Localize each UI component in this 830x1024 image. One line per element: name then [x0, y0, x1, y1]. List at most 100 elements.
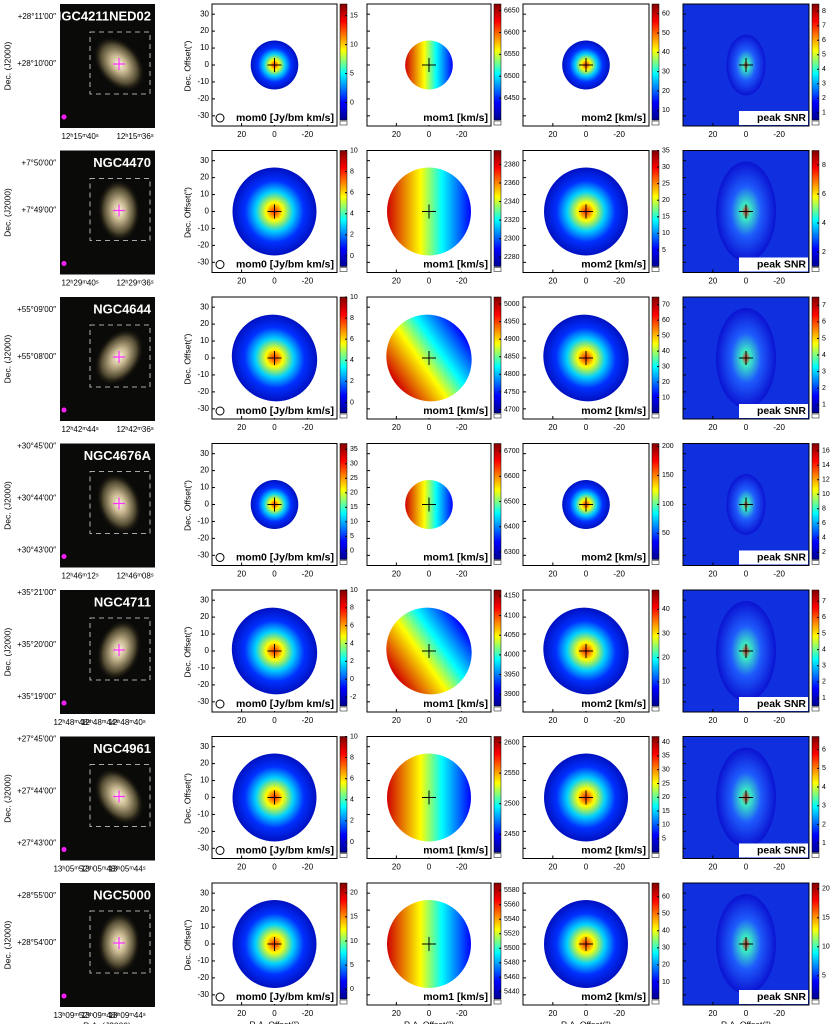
label-bg [739, 843, 808, 858]
colorbar-tick-label: 2380 [504, 161, 520, 168]
beam [215, 113, 225, 123]
colorbar-tick-label: 10 [662, 979, 670, 986]
x-tick-label: -20 [613, 570, 625, 579]
field-box [89, 910, 151, 974]
colorbar-tick-label: 70 [662, 302, 670, 309]
x-tick-label: 0 [272, 1009, 277, 1018]
center-cross [739, 351, 753, 365]
x-tick-label: -20 [613, 716, 625, 725]
dec-tick-label: +30°45′00″ [17, 442, 56, 451]
x-tick-label: -20 [456, 277, 468, 286]
colorbar-tick-label: 2 [822, 95, 826, 102]
panel-label: mom2 [km/s] [581, 405, 646, 417]
x-tick-label: -20 [456, 716, 468, 725]
label-bg [267, 990, 336, 1004]
x-tick-label: 0 [744, 570, 749, 579]
colorbar-blank [651, 120, 660, 126]
colorbar-blank [339, 706, 348, 712]
colorbar-tick-label: 40 [662, 606, 670, 613]
galaxy-name: NGC4676A [84, 448, 152, 463]
colorbar-tick-label: 5 [822, 973, 826, 980]
colorbar-tick-label: 3 [822, 663, 826, 670]
colorbar-blank [339, 853, 348, 858]
x-tick-label: -20 [456, 863, 468, 872]
center-cross [422, 937, 436, 951]
colorbar-tick-label: 20 [662, 379, 670, 386]
center-cross [267, 351, 282, 365]
x-tick-label: -20 [613, 423, 625, 432]
panel-label: mom0 [Jy/bm km/s] [236, 112, 334, 124]
x-tick-label: -20 [302, 863, 314, 872]
colorbar-tick-label: 6300 [504, 549, 520, 556]
x-tick-label: -20 [456, 1009, 468, 1018]
colorbar-blank [493, 706, 502, 712]
colorbar-tick-label: 15 [662, 214, 670, 221]
center-cross [113, 351, 125, 363]
center-cross [267, 644, 282, 658]
colorbar-tick-label: 6 [822, 746, 826, 753]
center-cross [113, 58, 125, 70]
label-bg [267, 111, 336, 125]
dec-tick-label: +35°21′00″ [17, 588, 56, 597]
y-tick-label: -10 [197, 810, 209, 819]
x-tick-label: 20 [237, 277, 246, 286]
colorbar-blank [339, 413, 348, 419]
center-cross [579, 790, 593, 805]
center-cross [267, 58, 282, 72]
colorbar-tick-label: 6450 [504, 95, 520, 102]
x-tick-label: -20 [456, 130, 468, 139]
x-tick-label: 20 [237, 716, 246, 725]
label-bg [421, 990, 490, 1004]
y-tick-label: 30 [200, 449, 209, 458]
y-tick-label: -20 [197, 680, 209, 689]
dec-tick-label: +28°10′00″ [17, 59, 56, 68]
colorbar-tick-label: 4900 [504, 336, 520, 343]
y-tick-label: 20 [200, 173, 209, 182]
center-cross [422, 790, 436, 805]
x-tick-label: 0 [744, 277, 749, 286]
ra-tick-label: 13ʰ09ᵐ44ˢ [108, 1011, 145, 1020]
x-tick-label: 20 [708, 130, 717, 139]
dec-tick-label: +30°44′00″ [17, 494, 56, 503]
colorbar-tick-label: 14 [822, 462, 830, 469]
center-cross [113, 204, 125, 217]
colorbar-tick-label: 50 [662, 911, 670, 918]
colorbar-tick-label: 50 [662, 530, 670, 537]
colorbar-blank [811, 999, 820, 1005]
x-tick-label: 20 [708, 863, 717, 872]
panel-label: mom0 [Jy/bm km/s] [236, 698, 334, 710]
panel-label: mom2 [km/s] [581, 112, 646, 124]
panel-label: mom1 [km/s] [423, 405, 488, 417]
colorbar-tick-label: 2450 [504, 831, 520, 838]
colorbar-tick-label: 4850 [504, 354, 520, 361]
colorbar-tick-label: 10 [350, 938, 358, 945]
x-tick-label: 0 [744, 863, 749, 872]
panel-label: peak SNR [757, 844, 806, 856]
x-tick-label: 20 [237, 130, 246, 139]
beam [61, 554, 67, 559]
dec-axis-label: Dec. (J2000) [2, 774, 12, 823]
dec-offset-label: Dec. Offset(″) [182, 40, 192, 91]
ra-tick-label: 13ʰ09ᵐ52ˢ [53, 1011, 90, 1020]
x-tick-label: -20 [302, 570, 314, 579]
colorbar-tick-label: 10 [350, 519, 358, 526]
y-tick-label: -10 [197, 517, 209, 526]
colorbar-tick-label: 15 [822, 915, 830, 922]
y-tick-label: 10 [200, 922, 209, 931]
center-cross [113, 790, 125, 803]
colorbar-blank [811, 413, 820, 419]
colorbar [493, 589, 502, 707]
beam [61, 261, 67, 266]
panel-label: mom1 [km/s] [423, 112, 488, 124]
colorbar-blank [651, 413, 660, 419]
colorbar-tick-label: 5 [662, 836, 666, 843]
colorbar-tick-label: 0 [350, 986, 354, 993]
y-tick-label: 10 [200, 483, 209, 492]
dec-axis-label: Dec. (J2000) [2, 42, 12, 91]
y-tick-label: 10 [200, 190, 209, 199]
label-bg [421, 697, 490, 711]
x-tick-label: 0 [744, 130, 749, 139]
colorbar-tick-label: 5 [822, 335, 826, 342]
colorbar-tick-label: 5 [822, 765, 826, 772]
colorbar-tick-label: 3 [822, 803, 826, 810]
